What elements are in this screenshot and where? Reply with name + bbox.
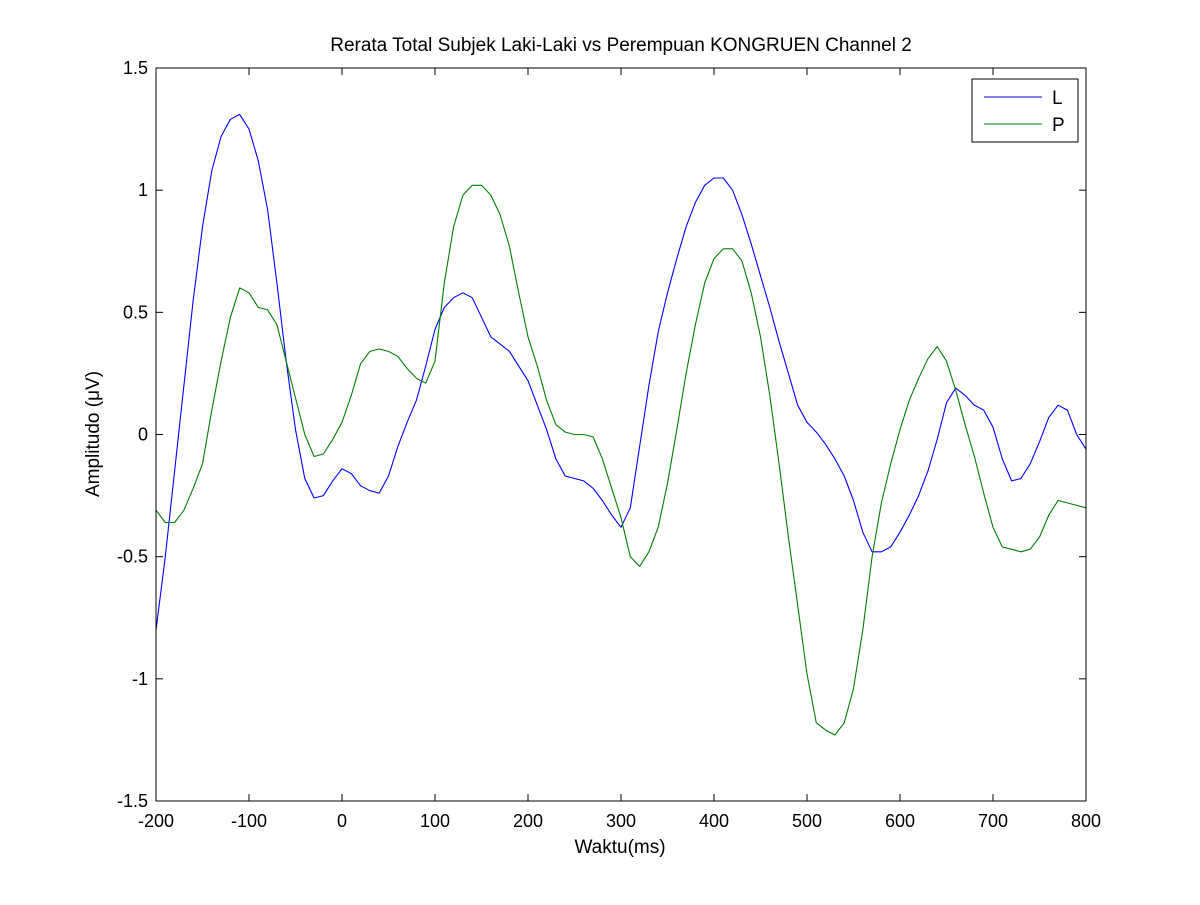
- plot-background: [156, 68, 1086, 801]
- series-line-p: [155, 184, 1087, 736]
- y-axis-label: Amplitudo (μV): [83, 371, 104, 497]
- x-tick-label: 200: [513, 811, 543, 831]
- y-tick-label: 1: [138, 180, 148, 200]
- y-tick-label: 0.5: [123, 302, 148, 322]
- y-tick-label: -1: [132, 669, 148, 689]
- x-tick-label: 0: [337, 811, 347, 831]
- legend: L P: [971, 78, 1079, 143]
- chart-title: Rerata Total Subjek Laki-Laki vs Perempu…: [330, 35, 912, 56]
- series-layer: [155, 113, 1087, 736]
- y-tick-label: -1.5: [117, 791, 148, 811]
- x-tick-label: 700: [978, 811, 1008, 831]
- y-tick-label: -0.5: [117, 547, 148, 567]
- x-axis-label: Waktu(ms): [574, 837, 665, 858]
- legend-label-p: P: [1052, 115, 1065, 136]
- x-tick-label: 600: [885, 811, 915, 831]
- x-tick-label: 500: [792, 811, 822, 831]
- plot-frame: [155, 67, 1087, 802]
- y-tick-label: 0: [138, 425, 148, 445]
- series-line-l: [155, 113, 1087, 631]
- x-tick-label: -100: [231, 811, 267, 831]
- ticks-layer: -200 -100 0 100 200 300 400 500 600 700 800 -1.5 -1 -…: [117, 58, 1101, 831]
- legend-box: [971, 78, 1079, 143]
- x-tick-label: 400: [699, 811, 729, 831]
- x-tick-label: 800: [1071, 811, 1101, 831]
- x-tick-label: -200: [138, 811, 174, 831]
- x-tick-label: 300: [606, 811, 636, 831]
- y-tick-label: 1.5: [123, 58, 148, 78]
- legend-label-l: L: [1052, 88, 1063, 109]
- x-tick-label: 100: [420, 811, 450, 831]
